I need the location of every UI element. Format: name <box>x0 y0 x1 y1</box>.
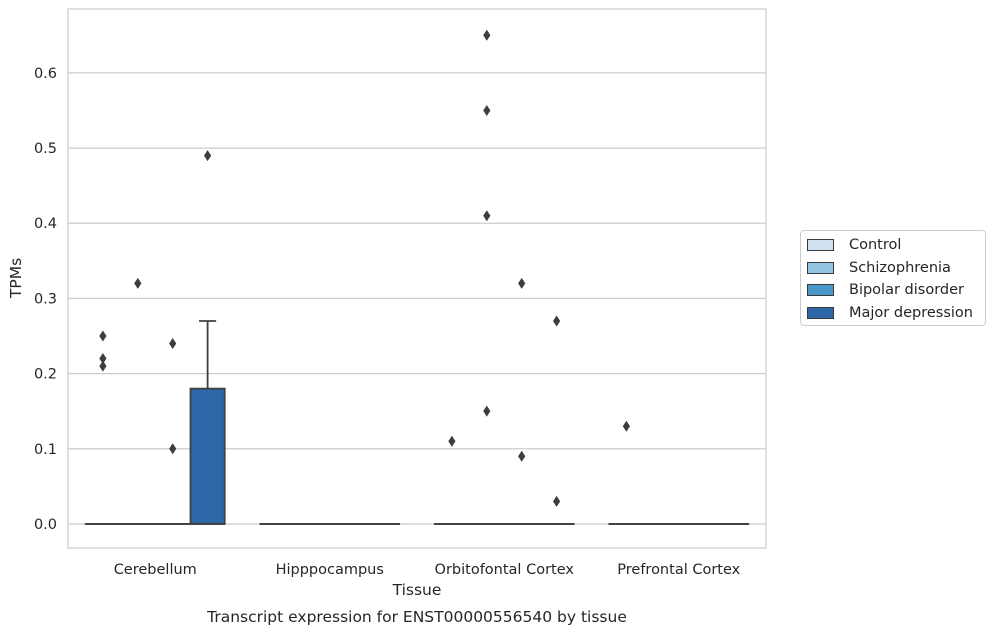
outlier-marker <box>99 360 107 372</box>
y-tick-label: 0.1 <box>34 442 57 458</box>
legend-label: Bipolar disorder <box>849 282 964 298</box>
outlier-marker <box>99 353 107 365</box>
outlier-marker <box>169 338 177 350</box>
legend-label: Control <box>849 237 902 253</box>
outlier-marker <box>134 277 142 289</box>
chart-caption: Transcript expression for ENST0000055654… <box>206 608 627 626</box>
outlier-marker <box>448 435 456 447</box>
x-axis: Cerebellum Hipppocampus Orbitofontal Corte… <box>114 562 741 578</box>
x-tick-label: Cerebellum <box>114 562 197 578</box>
outlier-marker <box>483 405 491 417</box>
legend-swatch <box>807 284 834 296</box>
legend-item: Major depression <box>807 304 973 322</box>
plot-frame <box>67 8 767 549</box>
box-major-depression <box>189 320 226 525</box>
x-tick-label: Orbitofontal Cortex <box>435 562 575 578</box>
legend-label: Schizophrenia <box>849 259 951 276</box>
x-axis-label: Tissue <box>392 581 442 599</box>
y-tick-label: 0.3 <box>34 291 57 307</box>
outlier-marker <box>518 277 526 289</box>
y-tick-label: 0.2 <box>34 367 57 383</box>
legend-swatch <box>807 239 834 251</box>
legend-item: Schizophrenia <box>807 259 951 277</box>
legend-item: Bipolar disorder <box>807 281 964 299</box>
outlier-marker <box>483 104 491 116</box>
legend-item: Control <box>807 236 901 254</box>
x-tick-label: Prefrontal Cortex <box>617 562 740 578</box>
legend: Control Schizophrenia Bipolar disorder Majo… <box>800 230 986 326</box>
outlier-marker <box>553 315 561 327</box>
y-tick-label: 0.4 <box>34 216 57 232</box>
y-tick-label: 0.6 <box>34 66 57 82</box>
y-axis: 0.0 0.1 0.2 0.3 0.4 0.5 0.6 <box>34 66 57 533</box>
legend-swatch <box>807 261 834 274</box>
y-tick-label: 0.0 <box>34 517 57 533</box>
outlier-marker <box>204 150 212 162</box>
legend-label: Major depression <box>849 304 973 321</box>
outlier-marker <box>622 420 630 432</box>
outlier-marker <box>483 29 491 41</box>
legend-swatch <box>807 306 834 319</box>
outlier-marker <box>553 495 561 507</box>
grid-lines <box>68 72 766 525</box>
y-axis-label: TPMs <box>7 258 25 299</box>
outlier-marker <box>169 443 177 455</box>
x-tick-label: Hipppocampus <box>276 562 384 578</box>
box-body <box>189 387 226 525</box>
outlier-marker <box>483 210 491 222</box>
box-series <box>84 320 750 525</box>
outlier-marker <box>99 330 107 342</box>
y-tick-label: 0.5 <box>34 141 57 157</box>
outlier-points <box>99 29 630 507</box>
outlier-marker <box>518 450 526 462</box>
